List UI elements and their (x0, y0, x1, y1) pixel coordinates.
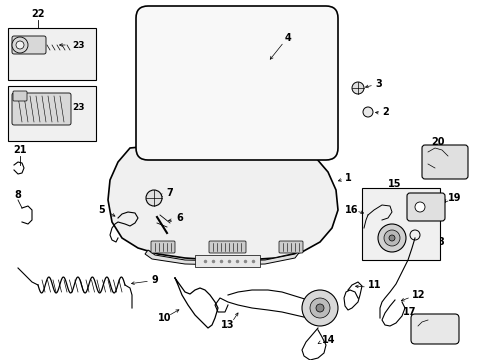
Bar (8, 28, 96, 80)
Polygon shape (145, 249, 302, 265)
Circle shape (362, 107, 372, 117)
Bar (8, 86, 96, 141)
Circle shape (146, 190, 162, 206)
Text: 13: 13 (221, 320, 234, 330)
Circle shape (12, 37, 28, 53)
Text: 17: 17 (403, 307, 416, 317)
Text: 21: 21 (13, 145, 27, 155)
Text: 15: 15 (387, 179, 401, 189)
FancyBboxPatch shape (208, 241, 245, 253)
FancyBboxPatch shape (406, 193, 444, 221)
FancyBboxPatch shape (410, 314, 458, 344)
Text: 5: 5 (99, 205, 105, 215)
Text: 12: 12 (411, 290, 425, 300)
Text: 20: 20 (430, 137, 444, 147)
FancyBboxPatch shape (13, 91, 27, 101)
Text: 23: 23 (72, 104, 84, 112)
Text: 6: 6 (176, 213, 183, 223)
Text: 7: 7 (165, 188, 172, 198)
FancyBboxPatch shape (421, 145, 467, 179)
FancyBboxPatch shape (136, 6, 337, 160)
Text: 4: 4 (285, 33, 291, 43)
Text: 22: 22 (31, 9, 45, 19)
Circle shape (309, 298, 329, 318)
Circle shape (414, 202, 424, 212)
Text: 23: 23 (72, 40, 84, 49)
Circle shape (302, 290, 337, 326)
Bar (195, 255, 260, 267)
Text: 8: 8 (15, 190, 21, 200)
FancyBboxPatch shape (151, 241, 175, 253)
Text: 14: 14 (321, 335, 335, 345)
Circle shape (388, 235, 394, 241)
Text: 3: 3 (374, 79, 381, 89)
Text: 19: 19 (447, 193, 461, 203)
FancyBboxPatch shape (12, 93, 71, 125)
Circle shape (351, 82, 363, 94)
Text: 11: 11 (367, 280, 381, 290)
Circle shape (377, 224, 405, 252)
FancyBboxPatch shape (12, 36, 46, 54)
Polygon shape (108, 140, 337, 260)
Circle shape (16, 41, 24, 49)
Text: 16: 16 (345, 205, 358, 215)
Bar (361, 188, 439, 260)
Text: 18: 18 (431, 237, 445, 247)
Text: 2: 2 (381, 107, 388, 117)
FancyBboxPatch shape (279, 241, 303, 253)
Text: 10: 10 (158, 313, 171, 323)
Circle shape (383, 230, 399, 246)
Text: 9: 9 (152, 275, 159, 285)
Text: 1: 1 (345, 173, 351, 183)
Circle shape (315, 304, 324, 312)
